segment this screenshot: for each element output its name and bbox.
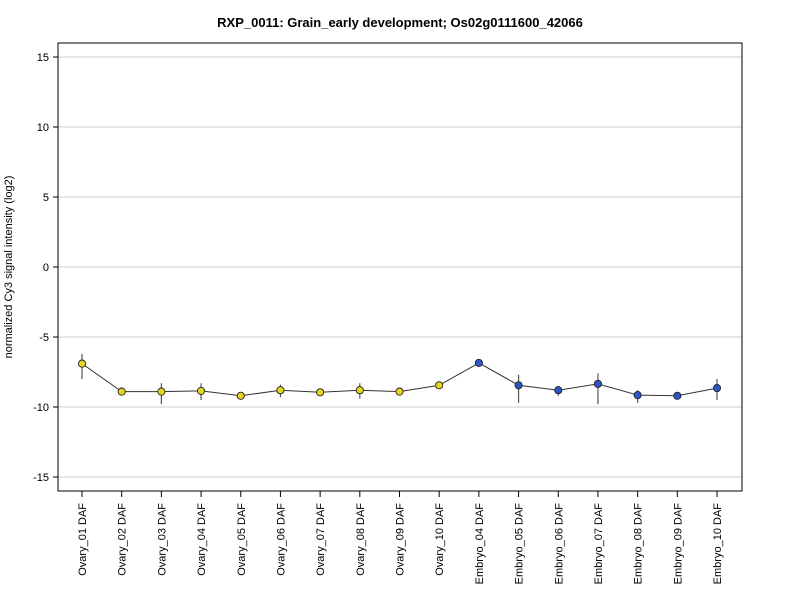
- data-point: [236, 391, 245, 400]
- gridlines: [58, 56, 742, 478]
- data-points: [77, 358, 722, 400]
- x-tick-label: Embryo_09 DAF: [672, 503, 684, 585]
- x-tick-label: Ovary_03 DAF: [156, 503, 168, 576]
- x-tick-label: Ovary_01 DAF: [77, 503, 89, 576]
- data-point: [77, 359, 87, 368]
- chart-title: RXP_0011: Grain_early development; Os02g…: [217, 15, 583, 30]
- data-point: [117, 387, 126, 396]
- x-tick-label: Embryo_08 DAF: [633, 503, 645, 585]
- y-tick-label: -15: [33, 472, 49, 484]
- x-tick-label: Embryo_10 DAF: [712, 503, 724, 585]
- x-tick-label: Embryo_05 DAF: [514, 503, 526, 585]
- data-point: [157, 387, 166, 396]
- y-tick-label: 0: [43, 262, 49, 274]
- x-tick-label: Ovary_06 DAF: [275, 503, 287, 576]
- data-point: [276, 386, 285, 395]
- data-point: [355, 386, 364, 395]
- x-tick-label: Ovary_10 DAF: [434, 503, 446, 576]
- y-tick-label: 15: [37, 52, 49, 64]
- data-point: [593, 379, 602, 388]
- data-point: [554, 386, 563, 395]
- x-tick-label: Ovary_09 DAF: [395, 503, 407, 576]
- data-point: [673, 391, 682, 400]
- x-tick-label: Ovary_02 DAF: [117, 503, 129, 576]
- x-tick-label: Ovary_08 DAF: [355, 503, 367, 576]
- y-axis: -15 -10 -5 0 5 10 15: [33, 52, 58, 484]
- data-point: [197, 386, 206, 395]
- data-point: [474, 358, 483, 367]
- data-point: [316, 388, 325, 397]
- y-tick-label: -10: [33, 402, 49, 414]
- y-tick-label: 10: [37, 122, 49, 134]
- data-point: [395, 387, 404, 396]
- error-bars: [81, 353, 718, 405]
- x-tick-label: Ovary_04 DAF: [196, 503, 208, 576]
- y-tick-label: -5: [39, 332, 49, 344]
- x-axis: Ovary_01 DAF Ovary_02 DAF Ovary_03 DAF Ovar…: [77, 491, 724, 584]
- data-point: [435, 381, 444, 390]
- x-tick-label: Embryo_07 DAF: [593, 503, 605, 585]
- data-point: [633, 391, 642, 400]
- x-tick-label: Embryo_06 DAF: [553, 503, 565, 585]
- x-tick-label: Ovary_05 DAF: [236, 503, 248, 576]
- y-axis-label: normalized Cy3 signal intensity (log2): [3, 176, 15, 359]
- x-tick-label: Ovary_07 DAF: [315, 503, 327, 576]
- data-point: [712, 384, 722, 393]
- y-tick-label: 5: [43, 192, 49, 204]
- data-point: [514, 381, 523, 390]
- x-tick-label: Embryo_04 DAF: [474, 503, 486, 585]
